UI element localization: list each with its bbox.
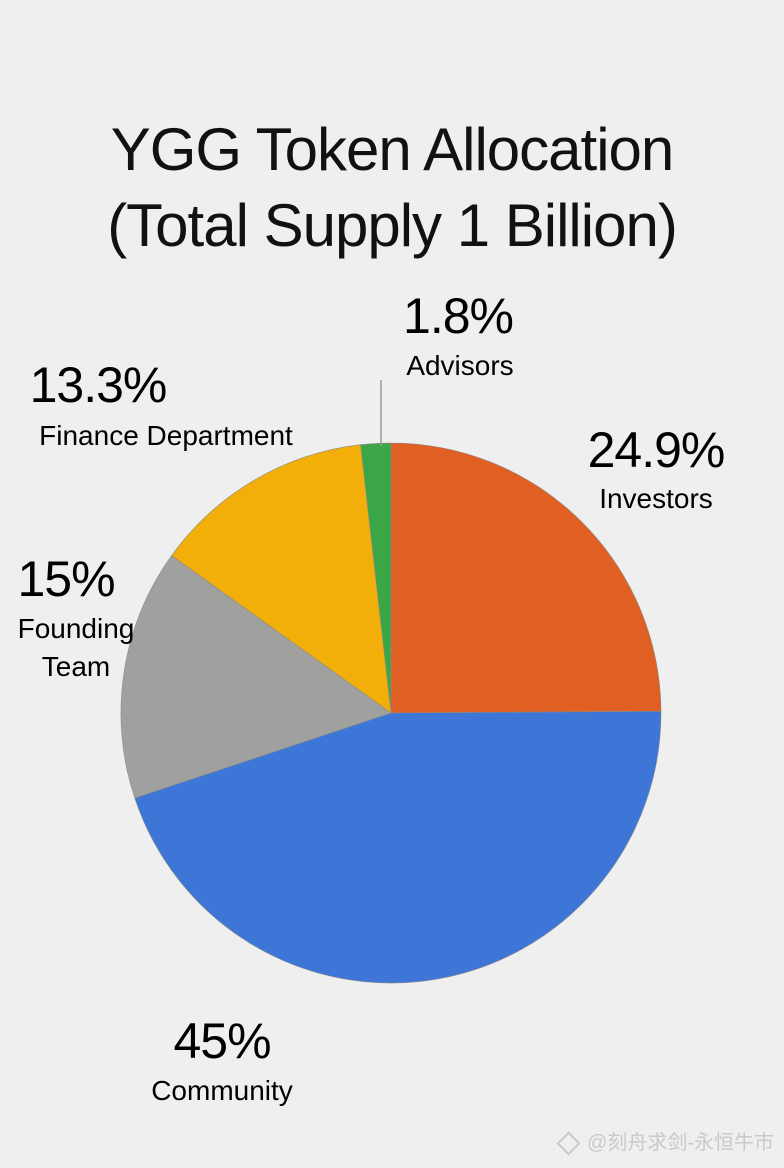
label-name-founding-team-line2: Team bbox=[42, 651, 110, 682]
label-name-founding-team-line1: Founding bbox=[18, 613, 135, 644]
watermark: @刻舟求剑-永恒牛市 bbox=[556, 1126, 774, 1156]
label-name-investors: Investors bbox=[599, 483, 713, 514]
pie-slice-finance-department bbox=[171, 444, 392, 714]
label-pct-community: 45% bbox=[173, 1013, 270, 1069]
chart-title-line2: (Total Supply 1 Billion) bbox=[107, 192, 678, 259]
pie-slices bbox=[120, 442, 662, 984]
pie-slice-community bbox=[134, 710, 662, 984]
label-name-finance-department: Finance Department bbox=[39, 420, 293, 451]
pie-slice-investors bbox=[390, 442, 662, 714]
watermark-text: @刻舟求剑-永恒牛市 bbox=[587, 1132, 774, 1154]
label-pct-investors: 24.9% bbox=[588, 422, 725, 478]
label-pct-founding-team: 15% bbox=[17, 551, 114, 607]
chart-title-line1: YGG Token Allocation bbox=[110, 116, 675, 183]
label-pct-advisors: 1.8% bbox=[403, 288, 513, 344]
label-name-advisors: Advisors bbox=[406, 350, 513, 381]
chart-title: YGG Token Allocation (Total Supply 1 Bil… bbox=[0, 112, 784, 264]
label-pct-finance-department: 13.3% bbox=[30, 357, 167, 413]
label-name-community: Community bbox=[151, 1075, 293, 1106]
pie-slice-founding-team bbox=[120, 555, 392, 799]
diamond-logo-icon bbox=[556, 1131, 581, 1156]
